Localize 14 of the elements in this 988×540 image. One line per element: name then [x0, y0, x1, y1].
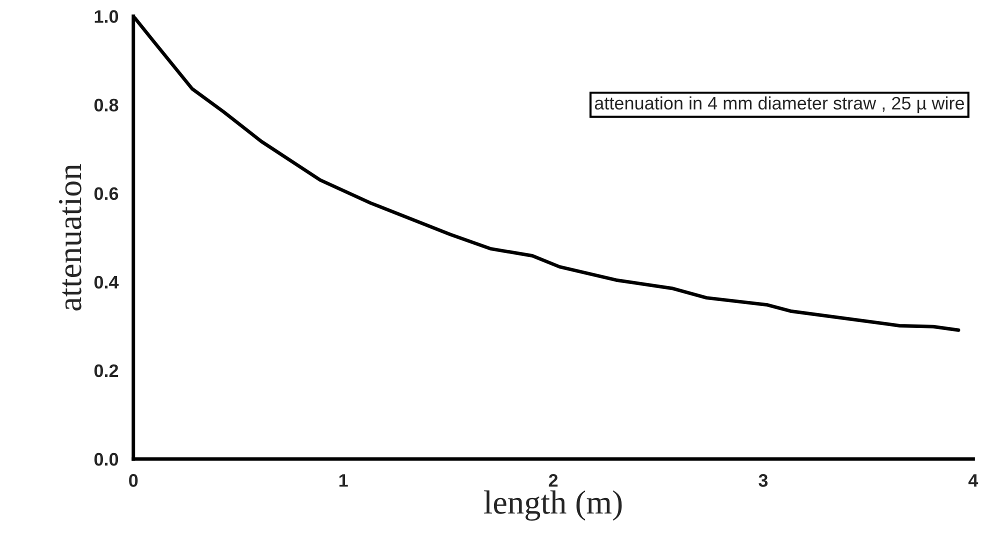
y-tick-label: 0.8	[94, 98, 118, 112]
y-tick-label: 0.6	[94, 187, 118, 200]
y-tick-label: 0.2	[94, 364, 118, 378]
y-tick-label: 1.0	[94, 10, 118, 23]
y-axis-title: attenuation	[58, 164, 82, 310]
annotation: attenuation in 4 mm diameter straw , 25 µ wire	[594, 96, 964, 114]
x-tick-label: 1	[339, 474, 348, 487]
x-tick-label: 3	[758, 474, 768, 487]
y-tick-label: 0.0	[94, 452, 118, 466]
x-tick-label: 0	[129, 474, 138, 487]
y-tick-label: 0.4	[94, 276, 119, 289]
x-tick-label: 4	[968, 474, 978, 487]
x-tick-label: 2	[548, 474, 558, 487]
x-axis-title: length (m)	[484, 490, 622, 521]
